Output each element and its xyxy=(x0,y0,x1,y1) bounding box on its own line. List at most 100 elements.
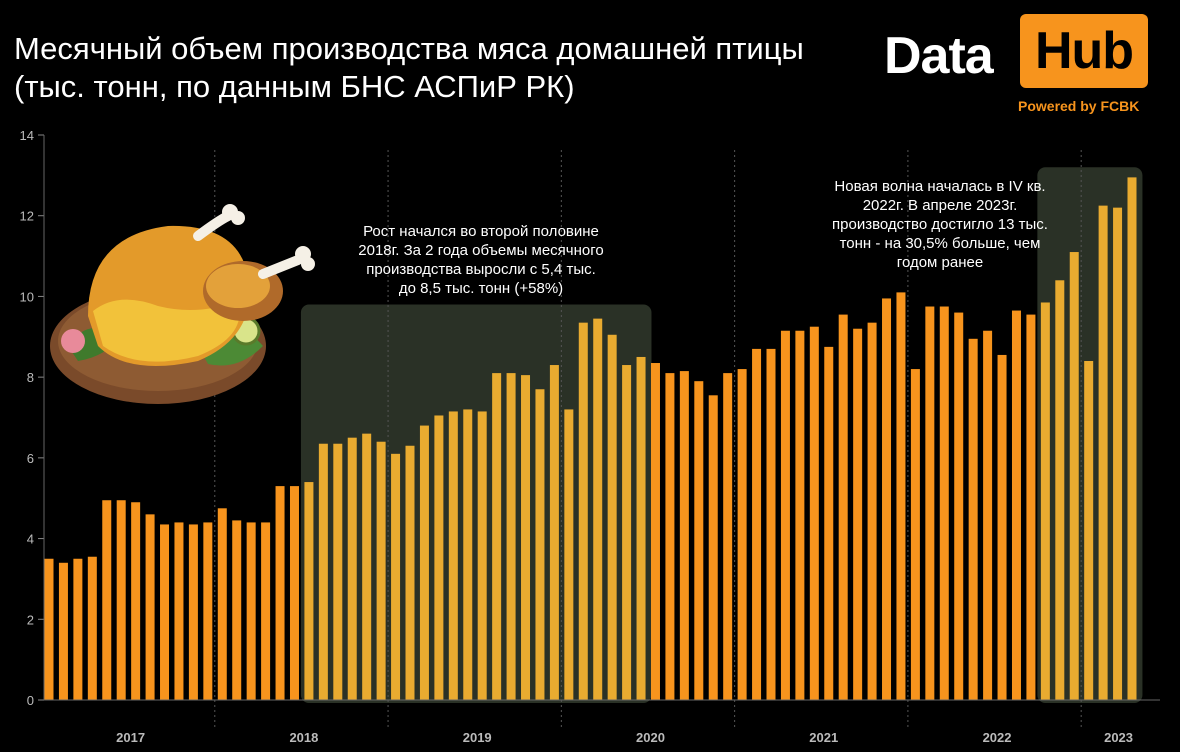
bar-2022-06 xyxy=(983,330,993,700)
x-year-label: 2018 xyxy=(289,730,318,745)
annotation-growth-2018: Рост начался во второй половине 2018г. З… xyxy=(318,222,644,298)
bar-2017-10 xyxy=(174,522,184,700)
y-tick-label: 12 xyxy=(20,209,34,224)
bar-2019-09 xyxy=(506,373,516,700)
bar-2022-09 xyxy=(1026,314,1036,700)
y-tick-label: 6 xyxy=(27,451,34,466)
annotation-new-wave-2022: Новая волна началась в IV кв. 2022г. В а… xyxy=(790,177,1090,272)
bar-2021-10 xyxy=(867,322,877,700)
bar-2017-08 xyxy=(145,514,155,700)
bar-2022-08 xyxy=(1011,310,1021,700)
bar-2018-10 xyxy=(347,437,357,700)
x-year-label: 2022 xyxy=(983,730,1012,745)
bar-2021-05 xyxy=(795,330,805,700)
y-tick-label: 14 xyxy=(20,128,34,143)
title-line-2: (тыс. тонн, по данным БНС АСПиР РК) xyxy=(14,69,575,104)
bar-2017-07 xyxy=(131,502,141,700)
x-year-label: 2020 xyxy=(636,730,665,745)
bar-2021-01 xyxy=(737,369,747,700)
annotation-line: 2022г. В апреле 2023г. xyxy=(862,197,1018,214)
bar-2020-04 xyxy=(607,334,617,700)
bar-2020-11 xyxy=(708,395,718,700)
title-line-1: Месячный объем производства мяса домашне… xyxy=(14,31,804,66)
annotation-line: производства выросли с 5,4 тыс. xyxy=(366,261,596,278)
bar-2021-06 xyxy=(809,326,819,700)
bar-2023-01 xyxy=(1084,361,1094,700)
bar-2020-09 xyxy=(679,371,689,700)
bar-2020-08 xyxy=(665,373,675,700)
bar-2022-05 xyxy=(968,338,978,700)
bar-2022-01 xyxy=(910,369,920,700)
bar-2017-12 xyxy=(203,522,213,700)
y-tick-label: 10 xyxy=(20,289,34,304)
bar-2018-07 xyxy=(304,482,314,700)
y-tick-label: 8 xyxy=(27,370,34,385)
logo-hub-badge: Hub xyxy=(1020,14,1148,88)
bar-2017-03 xyxy=(73,558,83,700)
bar-2018-04 xyxy=(261,522,271,700)
x-axis: 2017 2018 2019 2020 2021 2022 2023 xyxy=(44,699,1160,745)
bar-2021-03 xyxy=(766,348,776,700)
annotation-line: 2018г. За 2 года объемы месячного xyxy=(358,242,604,259)
bar-2018-01 xyxy=(217,508,227,700)
y-tick-label: 2 xyxy=(27,612,34,627)
x-year-label: 2023 xyxy=(1104,730,1133,745)
bar-2020-02 xyxy=(578,322,588,700)
annotation-line: Новая волна началась в IV кв. xyxy=(834,178,1046,195)
bar-2020-10 xyxy=(694,381,704,700)
bar-2020-07 xyxy=(650,363,660,700)
bar-2018-09 xyxy=(333,443,343,700)
y-tick-label: 0 xyxy=(27,693,34,708)
bar-2019-01 xyxy=(391,453,401,700)
bar-2018-11 xyxy=(362,433,372,700)
logo-powered-by: Powered by FCBK xyxy=(1018,98,1140,114)
bar-2019-04 xyxy=(434,415,444,700)
annotation-line: Рост начался во второй половине xyxy=(363,223,599,240)
bar-2019-10 xyxy=(521,375,531,700)
bar-2020-01 xyxy=(564,409,574,700)
bar-2020-06 xyxy=(636,356,646,700)
roast-chicken-illustration xyxy=(50,204,315,404)
bar-2022-03 xyxy=(939,306,949,700)
bar-2023-02 xyxy=(1098,205,1108,700)
bar-2021-04 xyxy=(780,330,790,700)
bar-2018-02 xyxy=(232,520,242,700)
bar-2022-07 xyxy=(997,354,1007,700)
bar-2021-08 xyxy=(838,314,848,700)
bar-2021-12 xyxy=(896,292,906,700)
bar-2022-04 xyxy=(954,312,964,700)
bar-2022-02 xyxy=(925,306,935,700)
chart-title: Месячный объем производства мяса домашне… xyxy=(14,30,804,106)
bar-2017-01 xyxy=(44,558,54,700)
annotation-line: до 8,5 тыс. тонн (+58%) xyxy=(398,280,564,297)
bar-2020-03 xyxy=(593,318,603,700)
annotation-line: производство достигло 13 тыс. xyxy=(832,216,1048,233)
y-tick-label: 4 xyxy=(27,532,34,547)
bar-2019-11 xyxy=(535,389,545,700)
bar-2019-12 xyxy=(549,365,559,700)
bar-2018-12 xyxy=(376,441,386,700)
bar-2018-06 xyxy=(289,486,299,700)
bar-2017-09 xyxy=(160,524,170,700)
bar-2017-05 xyxy=(102,500,112,700)
annotation-line: тонн - на 30,5% больше, чем xyxy=(839,235,1041,252)
bar-2021-11 xyxy=(882,298,892,700)
bar-2021-07 xyxy=(824,346,834,700)
bar-2019-05 xyxy=(448,411,458,700)
bar-2019-03 xyxy=(419,425,429,700)
bar-2021-02 xyxy=(752,348,762,700)
y-axis: 0 2 4 6 8 10 12 14 xyxy=(20,128,45,708)
logo-data-text: Data xyxy=(884,27,994,85)
bar-2017-11 xyxy=(188,524,198,700)
bar-2018-08 xyxy=(318,443,328,700)
bar-2017-04 xyxy=(87,556,97,700)
bar-2023-04 xyxy=(1127,177,1137,700)
bar-2018-05 xyxy=(275,486,285,700)
bar-2022-12 xyxy=(1069,252,1079,701)
bar-2022-10 xyxy=(1040,302,1050,700)
bar-2023-03 xyxy=(1113,207,1123,700)
x-year-label: 2019 xyxy=(463,730,492,745)
bar-2017-06 xyxy=(116,500,126,700)
x-year-label: 2021 xyxy=(809,730,838,745)
